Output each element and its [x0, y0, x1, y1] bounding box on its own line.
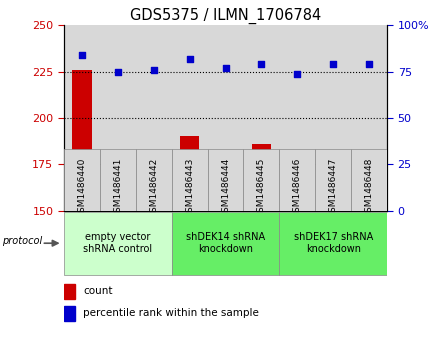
Text: GSM1486447: GSM1486447: [329, 158, 338, 219]
Bar: [172, 212, 279, 274]
Text: GSM1486444: GSM1486444: [221, 158, 230, 218]
Bar: [208, 25, 243, 211]
Bar: [243, 25, 279, 211]
Point: [294, 71, 301, 77]
Bar: [100, 149, 136, 211]
Text: GSM1486445: GSM1486445: [257, 158, 266, 219]
Point: [114, 69, 121, 75]
Bar: [351, 25, 387, 211]
Bar: [208, 149, 243, 211]
Bar: [351, 149, 387, 211]
Bar: [64, 212, 172, 274]
Bar: [64, 149, 100, 211]
Bar: [252, 144, 271, 211]
Text: shDEK17 shRNA
knockdown: shDEK17 shRNA knockdown: [293, 232, 373, 254]
Bar: [279, 212, 387, 274]
Bar: [136, 25, 172, 211]
Point: [330, 61, 337, 67]
Text: empty vector
shRNA control: empty vector shRNA control: [83, 232, 152, 254]
Point: [78, 52, 85, 58]
Point: [366, 61, 373, 67]
Bar: [64, 284, 75, 299]
Bar: [64, 306, 75, 321]
Title: GDS5375 / ILMN_1706784: GDS5375 / ILMN_1706784: [130, 8, 321, 24]
Bar: [315, 149, 351, 211]
Bar: [108, 183, 128, 211]
Bar: [323, 155, 343, 211]
Text: count: count: [83, 286, 113, 297]
Bar: [172, 149, 208, 211]
Point: [150, 67, 157, 73]
Bar: [279, 149, 315, 211]
Point: [258, 61, 265, 67]
Text: percentile rank within the sample: percentile rank within the sample: [83, 308, 259, 318]
Bar: [64, 25, 100, 211]
Bar: [172, 25, 208, 211]
Point: [186, 56, 193, 62]
Text: GSM1486441: GSM1486441: [113, 158, 122, 219]
Bar: [100, 25, 136, 211]
Bar: [359, 160, 379, 211]
Text: GSM1486446: GSM1486446: [293, 158, 302, 219]
Text: shDEK14 shRNA
knockdown: shDEK14 shRNA knockdown: [186, 232, 265, 254]
Bar: [315, 25, 351, 211]
Bar: [180, 136, 199, 211]
Text: GSM1486442: GSM1486442: [149, 158, 158, 218]
Bar: [287, 187, 307, 211]
Text: protocol: protocol: [2, 236, 42, 246]
Text: GSM1486448: GSM1486448: [365, 158, 374, 219]
Point: [222, 65, 229, 71]
Text: GSM1486440: GSM1486440: [77, 158, 86, 219]
Bar: [279, 25, 315, 211]
Bar: [144, 175, 164, 211]
Bar: [72, 70, 92, 211]
Bar: [216, 183, 235, 211]
Text: GSM1486443: GSM1486443: [185, 158, 194, 219]
Bar: [243, 149, 279, 211]
Bar: [136, 149, 172, 211]
